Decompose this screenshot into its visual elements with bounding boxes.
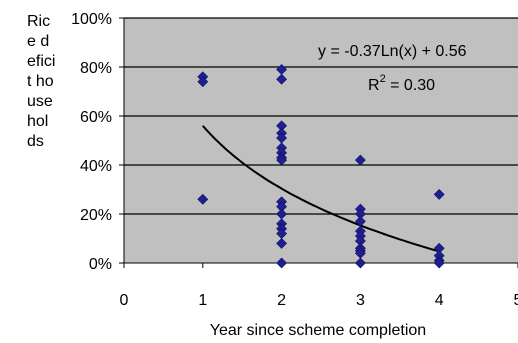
y-tick-label: 80%: [80, 60, 112, 77]
data-point: [276, 257, 288, 269]
grid-lines: [119, 17, 518, 264]
data-point: [354, 257, 366, 269]
y-tick-label: 0%: [89, 256, 112, 273]
data-points: [197, 64, 445, 269]
x-tick-label: 2: [277, 292, 286, 309]
y-tick-label: 20%: [80, 207, 112, 224]
y-tick-label: 60%: [80, 109, 112, 126]
data-point: [197, 193, 209, 205]
data-point: [354, 154, 366, 166]
y-axis-label: Rice deficit households: [27, 13, 56, 150]
x-tick-label: 0: [120, 292, 129, 309]
y-tick-label: 40%: [80, 158, 112, 175]
data-point: [433, 257, 445, 269]
data-point: [433, 188, 445, 200]
data-point: [276, 237, 288, 249]
data-point: [276, 154, 288, 166]
x-tick-label: 5: [514, 292, 518, 309]
x-tick-labels: 0 1 2 3 4 5: [120, 292, 518, 309]
trendline: [202, 125, 440, 253]
plot-area: [124, 18, 518, 263]
data-point: [276, 73, 288, 85]
y-tick-labels: 0% 20% 40% 60% 80% 100%: [71, 11, 112, 273]
x-tick-label: 3: [356, 292, 365, 309]
y-tick-label: 100%: [71, 11, 112, 28]
r-squared-label: R2 = 0.30: [368, 73, 435, 94]
trendline-curve: [202, 125, 440, 253]
x-tick-label: 1: [198, 292, 207, 309]
x-tick-label: 4: [435, 292, 444, 309]
x-axis-label: Year since scheme completion: [210, 322, 426, 339]
trendline-equation: y = -0.37Ln(x) + 0.56: [318, 43, 467, 60]
data-point: [197, 76, 209, 88]
